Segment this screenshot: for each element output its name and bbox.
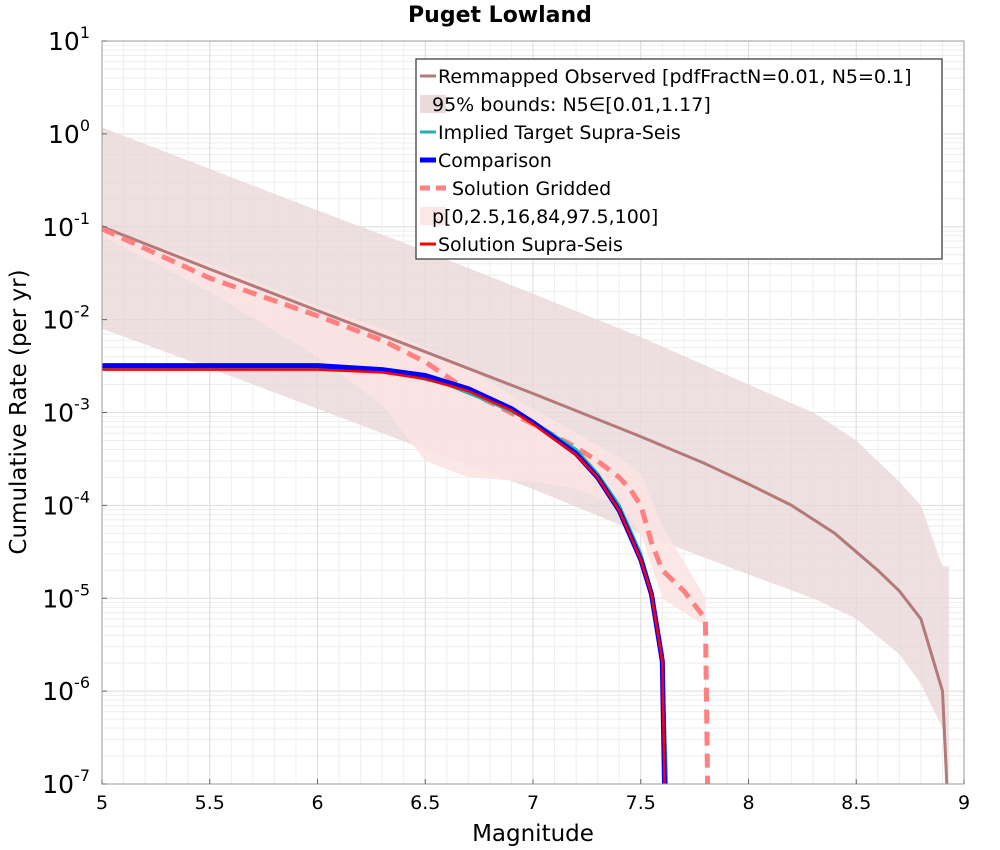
- x-tick-label: 6: [311, 792, 323, 814]
- y-tick-label: 10-2: [42, 302, 90, 335]
- solution-gridded-line: [100, 226, 711, 785]
- percentile-band: [102, 226, 706, 627]
- observed-line: [101, 225, 949, 785]
- axis-ticks: 5 5.5 6 6.5 7 7.5 8 8.5 9 10-7 10-6 10-5 10-4 10-3 10-…: [42, 23, 970, 814]
- x-tick-label: 5.5: [195, 792, 225, 814]
- legend-label: Solution Supra-Seis: [438, 234, 623, 256]
- legend-label: 95% bounds: N5∈[0.01,1.17]: [432, 94, 711, 116]
- y-tick-label: 10-3: [42, 395, 90, 428]
- y-tick-label: 10-6: [42, 673, 90, 706]
- x-tick-label: 9: [958, 792, 970, 814]
- y-axis-label: Cumulative Rate (per yr): [6, 269, 32, 554]
- series-layer: [100, 127, 949, 785]
- x-tick-label: 6.5: [410, 792, 440, 814]
- y-tick-label: 100: [48, 116, 90, 149]
- x-tick-label: 7: [527, 792, 539, 814]
- y-tick-label: 10-5: [42, 580, 90, 613]
- chart-legend: Remmapped Observed [pdfFractN=0.01, N5=0…: [415, 58, 943, 260]
- legend-label: Implied Target Supra-Seis: [438, 122, 681, 144]
- legend-label: p[0,2.5,16,84,97.5,100]: [432, 206, 658, 228]
- x-tick-label: 8: [742, 792, 754, 814]
- y-tick-label: 10-1: [42, 209, 90, 242]
- x-tick-label: 8.5: [841, 792, 871, 814]
- y-tick-label: 10-7: [42, 766, 90, 799]
- solution-supra-seis-line: [102, 368, 666, 785]
- x-axis-label: Magnitude: [472, 821, 594, 847]
- legend-box: [415, 58, 943, 260]
- x-tick-label: 7.5: [626, 792, 656, 814]
- legend-label: Comparison: [438, 150, 552, 172]
- legend-label: Solution Gridded: [452, 178, 611, 200]
- y-tick-label: 10-4: [42, 487, 90, 520]
- y-tick-label: 101: [48, 23, 90, 56]
- legend-label: Remmapped Observed [pdfFractN=0.01, N5=0…: [438, 66, 912, 88]
- x-tick-label: 5: [96, 792, 108, 814]
- legend-swatch: [420, 207, 446, 225]
- chart-title: Puget Lowland: [408, 3, 592, 28]
- legend-swatch: [420, 95, 446, 113]
